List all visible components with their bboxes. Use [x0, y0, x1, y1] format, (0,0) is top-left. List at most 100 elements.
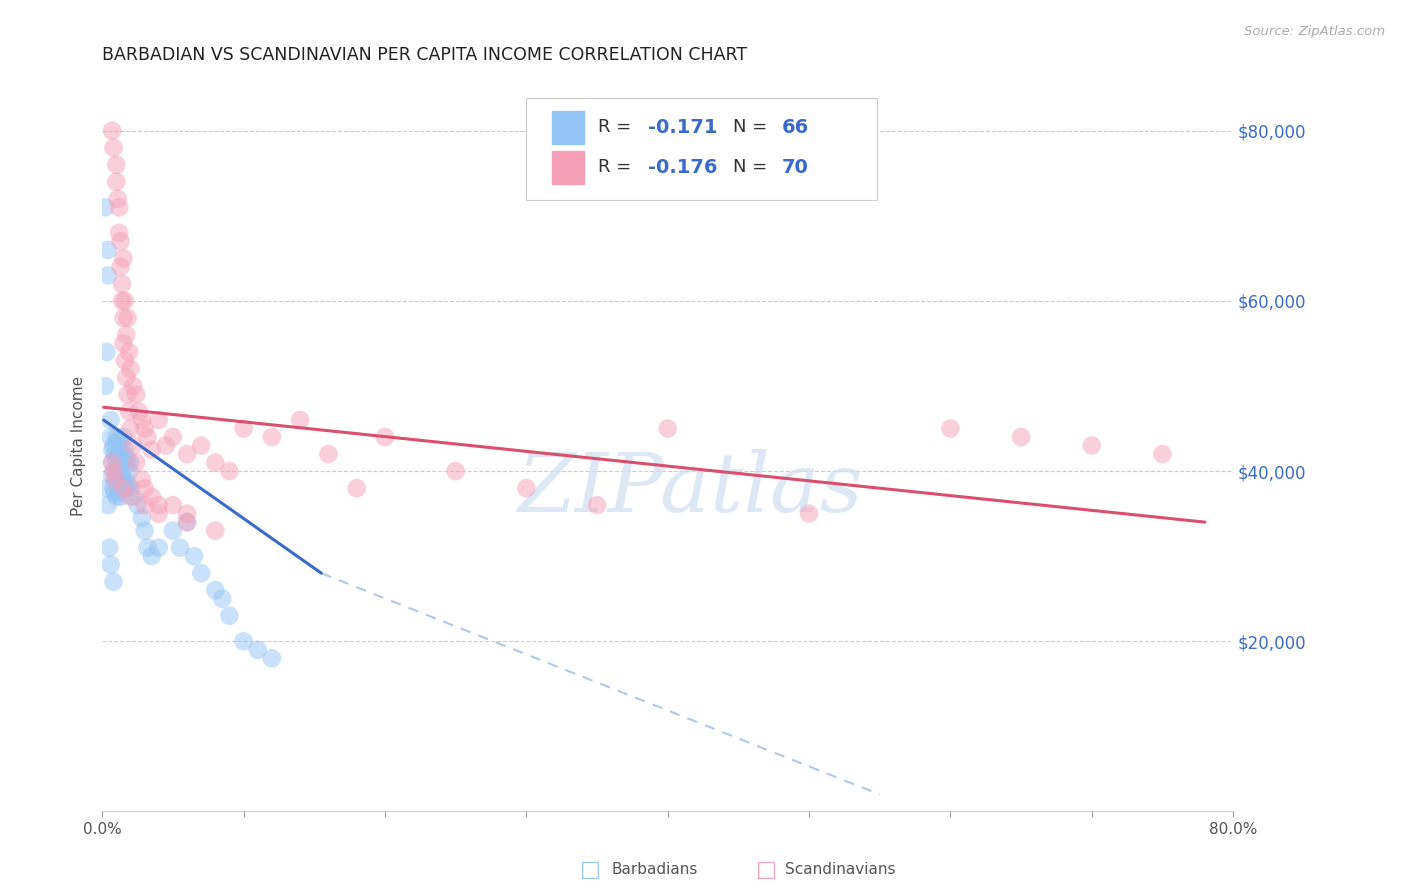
Point: [444, 464, 467, 478]
Text: N =: N =: [734, 119, 773, 136]
Point: [162, 430, 184, 444]
Point: [131, 511, 153, 525]
Point: [115, 370, 138, 384]
Point: [204, 524, 226, 538]
Bar: [553, 151, 583, 184]
Point: [128, 404, 150, 418]
Point: [107, 434, 129, 449]
Point: [204, 583, 226, 598]
Point: [103, 464, 125, 478]
Point: [98, 541, 121, 555]
Point: [318, 447, 340, 461]
Point: [246, 642, 269, 657]
Point: [120, 481, 142, 495]
Point: [104, 447, 127, 461]
Point: [120, 421, 142, 435]
Point: [586, 498, 609, 512]
Point: [105, 430, 128, 444]
Point: [120, 456, 142, 470]
Point: [108, 226, 131, 240]
Point: [155, 438, 177, 452]
Point: [176, 507, 198, 521]
Text: Source: ZipAtlas.com: Source: ZipAtlas.com: [1244, 25, 1385, 38]
Y-axis label: Per Capita Income: Per Capita Income: [72, 376, 86, 516]
Text: □: □: [581, 860, 600, 880]
Point: [134, 498, 156, 512]
Point: [1081, 438, 1104, 452]
Point: [111, 468, 134, 483]
Point: [96, 345, 118, 359]
Point: [136, 430, 159, 444]
Point: [103, 481, 125, 495]
Point: [141, 442, 163, 457]
Point: [131, 413, 153, 427]
Point: [288, 413, 311, 427]
Point: [105, 158, 128, 172]
Text: R =: R =: [598, 159, 637, 177]
Point: [107, 481, 129, 495]
Point: [141, 490, 163, 504]
Point: [111, 447, 134, 461]
Point: [374, 430, 396, 444]
Point: [100, 430, 122, 444]
Text: 70: 70: [782, 158, 808, 177]
Point: [118, 345, 141, 359]
Point: [96, 481, 118, 495]
Point: [112, 252, 135, 266]
Point: [117, 476, 139, 491]
Point: [260, 651, 283, 665]
Point: [117, 387, 139, 401]
Point: [104, 473, 127, 487]
Point: [101, 468, 124, 483]
Point: [105, 490, 128, 504]
Point: [136, 541, 159, 555]
Point: [105, 473, 128, 487]
Point: [115, 451, 138, 466]
Point: [148, 413, 170, 427]
Point: [122, 490, 145, 504]
Point: [103, 438, 125, 452]
Point: [114, 473, 136, 487]
Point: [183, 549, 205, 564]
Point: [108, 485, 131, 500]
Point: [115, 481, 138, 495]
Point: [112, 336, 135, 351]
Point: [125, 456, 148, 470]
Point: [120, 490, 142, 504]
Point: [108, 464, 131, 478]
Point: [1152, 447, 1174, 461]
Point: [110, 490, 132, 504]
Point: [134, 481, 156, 495]
Point: [105, 451, 128, 466]
Point: [110, 473, 132, 487]
Point: [125, 387, 148, 401]
Point: [117, 456, 139, 470]
Point: [148, 541, 170, 555]
Point: [218, 464, 240, 478]
Point: [211, 591, 233, 606]
Point: [101, 456, 124, 470]
Text: N =: N =: [734, 159, 773, 177]
Point: [115, 327, 138, 342]
Point: [103, 574, 125, 589]
Point: [134, 421, 156, 435]
Point: [176, 515, 198, 529]
Text: 66: 66: [782, 118, 810, 136]
Point: [939, 421, 962, 435]
Point: [118, 404, 141, 418]
Point: [190, 566, 212, 581]
Point: [657, 421, 679, 435]
Point: [120, 362, 142, 376]
Point: [107, 459, 129, 474]
Point: [176, 447, 198, 461]
Point: [104, 485, 127, 500]
Point: [148, 498, 170, 512]
Text: □: □: [756, 860, 776, 880]
Point: [110, 260, 132, 274]
Point: [101, 456, 124, 470]
Point: [260, 430, 283, 444]
Point: [100, 413, 122, 427]
Text: Scandinavians: Scandinavians: [785, 863, 896, 877]
Point: [97, 243, 120, 257]
Point: [176, 515, 198, 529]
